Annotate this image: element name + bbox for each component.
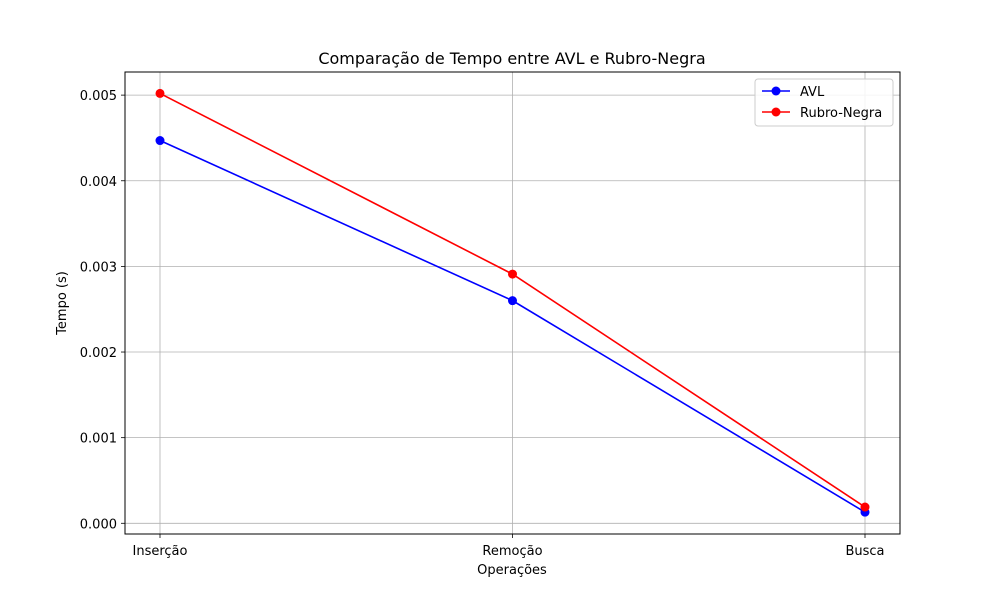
data-point-rubro-negra [508, 269, 517, 279]
y-tick-label: 0.004 [80, 175, 117, 190]
x-tick-label: Remoção [482, 544, 542, 559]
y-tick-label: 0.002 [80, 346, 117, 361]
chart-title: Comparação de Tempo entre AVL e Rubro-Ne… [318, 49, 705, 68]
legend-label-rubro-negra: Rubro-Negra [800, 106, 882, 121]
data-point-rubro-negra [860, 502, 870, 512]
y-axis-label: Tempo (s) [55, 271, 70, 336]
x-axis-label: Operações [477, 563, 547, 578]
data-point-rubro-negra [155, 88, 165, 98]
legend-marker-rubro-negra [771, 107, 781, 117]
y-tick-label: 0.001 [80, 432, 117, 447]
y-tick-label: 0.003 [80, 260, 117, 275]
data-point-avl [508, 296, 517, 306]
x-tick-label: Busca [845, 544, 884, 559]
legend: AVL Rubro-Negra [754, 78, 894, 127]
x-tick-label: Inserção [133, 544, 188, 559]
x-axis-ticks: Inserção Remoção Busca [133, 534, 885, 559]
y-axis-ticks: 0.000 0.001 0.002 0.003 0.004 0.005 [80, 89, 125, 532]
y-tick-label: 0.000 [80, 517, 117, 532]
series-group [155, 88, 870, 517]
legend-label-avl: AVL [800, 85, 825, 100]
y-tick-label: 0.005 [80, 89, 117, 104]
legend-marker-avl [771, 86, 781, 96]
data-point-avl [155, 136, 165, 146]
